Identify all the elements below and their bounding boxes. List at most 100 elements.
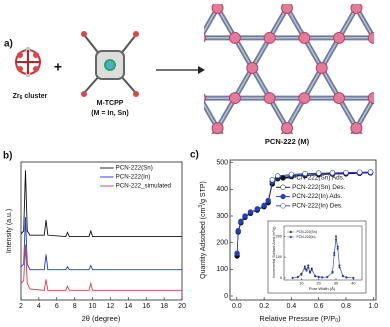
data-point [296, 276, 299, 279]
legend-label: PCN-222_simulated [116, 183, 172, 190]
x-axis-title-subscript: 0 [335, 318, 338, 324]
framework-node [246, 62, 259, 74]
data-point [254, 206, 260, 212]
y-axis-title-part: /g STP) [200, 181, 207, 205]
series-line [20, 217, 182, 271]
data-point [288, 171, 295, 178]
x-tick-label: 0.6 [314, 303, 324, 310]
framework-linker [183, 68, 200, 98]
x-tick-label: 0.4 [287, 303, 297, 310]
data-point [321, 276, 324, 279]
legend-marker [280, 203, 286, 209]
panel-label: a) [4, 39, 13, 50]
x-tick-label: 18 [160, 303, 168, 310]
framework-node [211, 4, 224, 14]
product-label: PCN-222 (M) [265, 137, 310, 146]
legend-label: PCN-222(Sn) [116, 165, 153, 172]
data-point [326, 276, 329, 279]
framework-node [281, 4, 293, 14]
plus-sign: + [54, 59, 62, 75]
framework-node [264, 153, 275, 164]
y-tick-label: 100 [276, 255, 282, 259]
x-tick-label: 6 [55, 303, 59, 310]
data-point [305, 269, 308, 272]
framework-node [333, 92, 346, 105]
x-tick-label: 40 [351, 281, 355, 285]
inset-frame [267, 220, 367, 294]
data-point [352, 276, 355, 279]
y-tick-label: 0 [224, 293, 228, 300]
y-tick-label: 500 [216, 160, 228, 167]
data-point [303, 267, 306, 270]
panel-label: c) [190, 150, 199, 161]
legend-label: PCN-222(Sn) Ads. [292, 175, 345, 182]
legend-marker [280, 184, 286, 190]
framework-linker-highlight [373, 96, 374, 99]
y-axis-title: Quantity Adsorbed (cm3/g STP) [198, 181, 207, 279]
plot-frame [20, 161, 183, 301]
plot-frame [229, 159, 377, 301]
data-point [242, 213, 248, 219]
data-point [261, 202, 267, 209]
data-point [234, 250, 240, 257]
data-point [333, 254, 336, 257]
series-line [20, 170, 182, 237]
zr-cluster-icon [15, 47, 41, 77]
framework-linker-highlight [373, 37, 374, 40]
legend-label: PCN-222(Sn) Des. [292, 184, 345, 191]
data-point [315, 170, 322, 176]
data-point [307, 264, 310, 267]
legend-marker [289, 230, 292, 234]
data-point [367, 169, 374, 175]
legend-label: PCN-222(Sn) [296, 230, 316, 234]
legend-marker [289, 235, 292, 239]
cluster-label-subscript: 6 [20, 95, 23, 101]
legend-label: PCN-222(In) Des. [292, 203, 343, 210]
x-axis-title-part: ) [338, 314, 341, 323]
plot-frame [283, 225, 363, 281]
inset-x-title: Pore Width (Å) [309, 286, 336, 291]
data-point [303, 265, 306, 268]
framework-linker-highlight [183, 38, 200, 68]
framework-node [386, 63, 390, 74]
data-point [302, 170, 308, 177]
y-axis-title: Intensity (a.u.) [6, 209, 13, 253]
data-point [314, 275, 317, 278]
framework-node [315, 62, 328, 74]
framework-node [177, 63, 188, 74]
framework-node [350, 4, 363, 14]
data-point [300, 273, 303, 276]
data-point [308, 271, 312, 274]
x-tick-label: 0.2 [259, 303, 269, 310]
data-point [331, 271, 334, 274]
framework-node [211, 122, 224, 134]
framework-linker [371, 37, 374, 44]
framework-node [350, 122, 363, 134]
data-point [307, 266, 310, 269]
data-point [334, 238, 338, 241]
data-point [334, 235, 338, 238]
framework-linker-highlight [183, 68, 200, 98]
y-axis-title-superscript: 3 [198, 205, 204, 208]
x-tick-label: 0.0 [232, 303, 242, 310]
framework-node [368, 153, 379, 164]
x-tick-label: 8 [73, 303, 77, 310]
data-point [247, 209, 254, 215]
x-tick-label: 4 [37, 303, 41, 310]
data-point [310, 268, 313, 272]
reaction-arrow [156, 66, 205, 74]
series-line [20, 244, 182, 291]
linker-metals: (M = In, Sn) [91, 110, 129, 117]
y-tick-label: 200 [276, 234, 282, 238]
framework-linker [183, 38, 200, 68]
data-point [269, 177, 275, 183]
framework-node [333, 31, 346, 44]
data-point [329, 170, 336, 176]
data-point [265, 197, 271, 204]
panel-label: b) [3, 151, 12, 162]
data-point [345, 276, 348, 279]
linker-label: M-TCPP [97, 100, 124, 107]
x-axis-title: 2θ (degree) [82, 314, 121, 323]
y-tick-label: 0 [280, 276, 282, 280]
